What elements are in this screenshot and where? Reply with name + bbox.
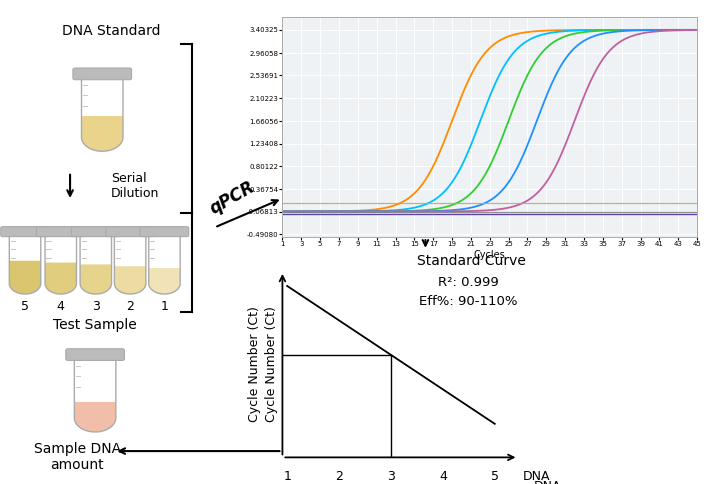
Text: Standard Curve: Standard Curve — [418, 254, 526, 268]
Y-axis label: Cycle Number (Ct): Cycle Number (Ct) — [265, 306, 278, 422]
Polygon shape — [80, 233, 112, 294]
Text: DNA
amount: DNA amount — [523, 470, 571, 484]
Polygon shape — [149, 268, 180, 294]
FancyBboxPatch shape — [72, 227, 120, 237]
Text: R²: 0.999: R²: 0.999 — [438, 276, 498, 289]
Polygon shape — [45, 233, 77, 294]
FancyBboxPatch shape — [106, 227, 154, 237]
Text: 3: 3 — [92, 300, 100, 313]
X-axis label: DNA
amount: DNA amount — [513, 480, 561, 484]
Polygon shape — [9, 233, 41, 294]
FancyBboxPatch shape — [73, 68, 132, 80]
Text: 1: 1 — [160, 300, 169, 313]
Text: qPCR: qPCR — [207, 179, 258, 218]
Polygon shape — [82, 116, 123, 151]
Text: Sample DNA
amount: Sample DNA amount — [34, 442, 121, 472]
X-axis label: Cycles: Cycles — [474, 250, 506, 260]
Polygon shape — [74, 357, 116, 432]
Text: 1: 1 — [283, 470, 291, 484]
Polygon shape — [45, 262, 77, 294]
Text: 2: 2 — [126, 300, 134, 313]
FancyBboxPatch shape — [140, 227, 189, 237]
Text: 3: 3 — [387, 470, 395, 484]
Text: Serial
Dilution: Serial Dilution — [111, 172, 159, 200]
Text: 5: 5 — [490, 470, 499, 484]
Text: Eff%: 90-110%: Eff%: 90-110% — [419, 295, 518, 308]
FancyBboxPatch shape — [1, 227, 49, 237]
Text: Cycle Number (Ct): Cycle Number (Ct) — [247, 306, 260, 422]
Polygon shape — [82, 76, 123, 151]
Text: DNA Standard: DNA Standard — [61, 25, 160, 38]
Polygon shape — [74, 402, 116, 432]
FancyBboxPatch shape — [66, 349, 124, 361]
Polygon shape — [114, 266, 146, 294]
Text: 4: 4 — [439, 470, 447, 484]
Text: Test Sample: Test Sample — [53, 318, 137, 332]
Text: 4: 4 — [56, 300, 65, 313]
Polygon shape — [149, 233, 180, 294]
Polygon shape — [114, 233, 146, 294]
Polygon shape — [80, 264, 112, 294]
Text: 5: 5 — [21, 300, 29, 313]
Text: 2: 2 — [335, 470, 343, 484]
Polygon shape — [9, 261, 41, 294]
FancyBboxPatch shape — [36, 227, 85, 237]
